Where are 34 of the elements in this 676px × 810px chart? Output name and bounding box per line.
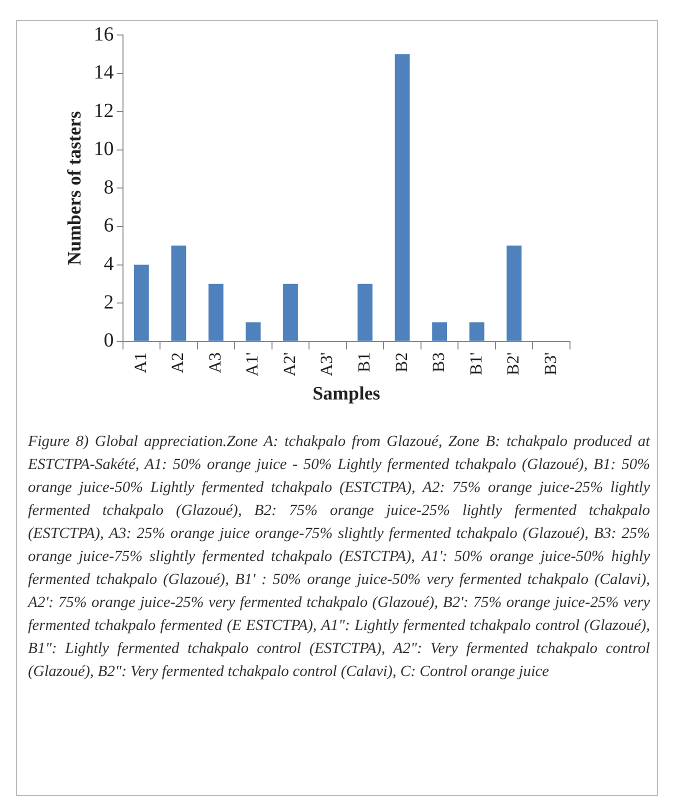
x-tick-label: B3' — [540, 352, 560, 376]
bar — [171, 246, 186, 341]
x-tick-label: A3' — [317, 352, 336, 376]
x-tick-label: B3 — [429, 352, 448, 372]
bar — [283, 284, 298, 341]
y-tick-label: 6 — [104, 214, 114, 237]
y-axis-title: Numbers of tasters — [64, 111, 86, 266]
x-tick-label: A3 — [205, 352, 224, 374]
y-tick-label: 12 — [94, 100, 114, 122]
x-tick-label: A2' — [280, 352, 299, 376]
y-tick-label: 8 — [104, 176, 114, 198]
y-tick-label: 14 — [94, 62, 114, 84]
x-axis-title: Samples — [312, 384, 380, 405]
y-tick-label: 16 — [94, 23, 114, 46]
text: Figure 8) Global appreciation.Zone A: tchakpalo from Glazoué, Zone B: tchakpalo produced at ESTCTPA-Sakété, A1: 50% orange juice - 50% Lightly fermented tchakpalo (Glazoué), B1: 50% orange juice-50% Lightly fermented tchakpalo (ESTCTPA), A2: 75% orange juice-25% lightly fermented tchakpalo (Glazoué), B2: 75% orange juice-25% lightly fermented tchakpalo (ESTCTPA), A3: 25% orange juice orange-75% slightly fermented tchakpalo (Glazoué), B3: 25% orange juice-75% slightly fermented tchakpalo (ESTCTPA), A1': 50% orange juice-50% highly fermented tchakpalo (Glazoué), B1' : 50% orange juice-50% very fermented tchakpalo (Calavi), A2': 75% orange juice-25% very fermented tchakpalo (Glazoué), B2': 75% orange juice-25% very fermented tchakpalo fermented (E ESTCTPA), A1": Lightly fermented tchakpalo control (Glazoué), B1": Lightly fermented tchakpalo control (ESTCTPA), A2": Very fermented tchakpalo control (Glazoué), B2": Very fermented tchakpalo control (Calavi), C: Control orange juice — [28, 433, 650, 680]
y-tick-label: 2 — [104, 291, 114, 314]
bar — [208, 284, 224, 341]
x-tick-label: B1' — [466, 352, 486, 376]
bar — [358, 284, 372, 341]
bar — [432, 322, 448, 341]
bar — [469, 322, 484, 341]
bar — [246, 322, 261, 341]
x-tick-label: A2 — [168, 352, 188, 374]
x-tick-label: B2' — [504, 352, 523, 376]
x-tick-label: A1' — [242, 352, 262, 376]
y-tick-label: 4 — [104, 253, 114, 276]
bar — [506, 246, 522, 341]
y-tick-label: 10 — [94, 138, 114, 160]
y-tick-label: 0 — [104, 330, 114, 352]
bar — [134, 264, 149, 341]
x-tick-label: B1 — [354, 352, 374, 372]
x-tick-label: A1 — [130, 352, 150, 374]
x-tick-label: B2 — [392, 352, 411, 372]
bar — [394, 54, 410, 341]
